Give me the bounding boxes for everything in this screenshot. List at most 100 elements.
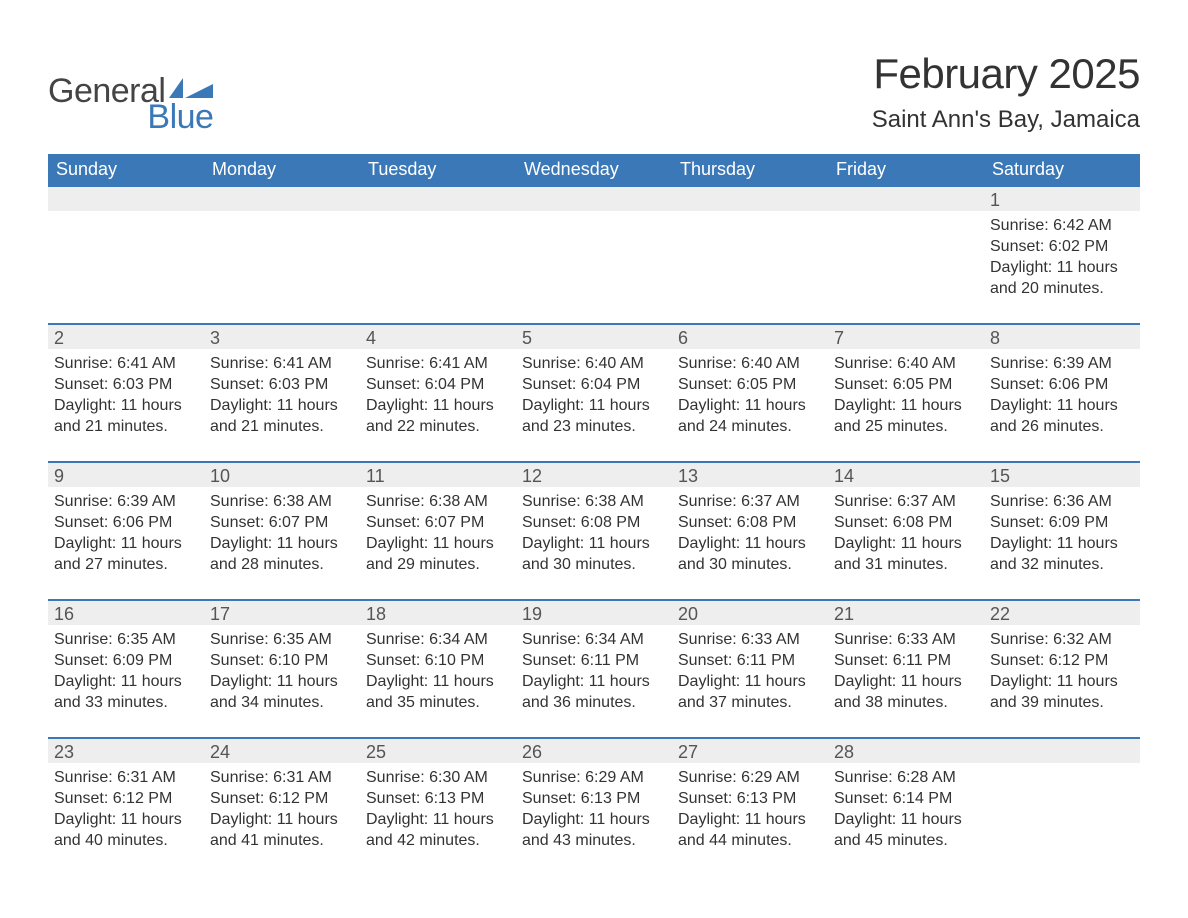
day-data: Sunrise: 6:41 AMSunset: 6:04 PMDaylight:… — [360, 349, 516, 441]
day-number: 7 — [828, 325, 984, 349]
calendar-cell: 11Sunrise: 6:38 AMSunset: 6:07 PMDayligh… — [360, 461, 516, 599]
day-data: Sunrise: 6:33 AMSunset: 6:11 PMDaylight:… — [828, 625, 984, 717]
day-data: Sunrise: 6:31 AMSunset: 6:12 PMDaylight:… — [48, 763, 204, 855]
weekday-header: Sunday — [48, 154, 204, 185]
day-number: 6 — [672, 325, 828, 349]
day-data — [984, 763, 1140, 771]
day-number: 10 — [204, 463, 360, 487]
day-data: Sunrise: 6:41 AMSunset: 6:03 PMDaylight:… — [48, 349, 204, 441]
day-number: 3 — [204, 325, 360, 349]
day-data: Sunrise: 6:37 AMSunset: 6:08 PMDaylight:… — [828, 487, 984, 579]
day-data: Sunrise: 6:38 AMSunset: 6:08 PMDaylight:… — [516, 487, 672, 579]
calendar-cell: 16Sunrise: 6:35 AMSunset: 6:09 PMDayligh… — [48, 599, 204, 737]
calendar-cell: 20Sunrise: 6:33 AMSunset: 6:11 PMDayligh… — [672, 599, 828, 737]
day-data: Sunrise: 6:41 AMSunset: 6:03 PMDaylight:… — [204, 349, 360, 441]
day-data: Sunrise: 6:39 AMSunset: 6:06 PMDaylight:… — [984, 349, 1140, 441]
day-number: 22 — [984, 601, 1140, 625]
month-title: February 2025 — [872, 50, 1140, 98]
calendar-cell — [984, 737, 1140, 875]
day-number: 28 — [828, 739, 984, 763]
calendar-cell: 4Sunrise: 6:41 AMSunset: 6:04 PMDaylight… — [360, 323, 516, 461]
weekday-header-row: Sunday Monday Tuesday Wednesday Thursday… — [48, 154, 1140, 185]
page-header: General Blue February 2025 Saint Ann's B… — [48, 50, 1140, 134]
calendar-cell: 21Sunrise: 6:33 AMSunset: 6:11 PMDayligh… — [828, 599, 984, 737]
day-data — [516, 211, 672, 219]
day-data: Sunrise: 6:42 AMSunset: 6:02 PMDaylight:… — [984, 211, 1140, 303]
day-data — [360, 211, 516, 219]
calendar-cell — [360, 185, 516, 323]
day-number: 15 — [984, 463, 1140, 487]
calendar-cell: 7Sunrise: 6:40 AMSunset: 6:05 PMDaylight… — [828, 323, 984, 461]
calendar-week-row: 9Sunrise: 6:39 AMSunset: 6:06 PMDaylight… — [48, 461, 1140, 599]
day-number: 27 — [672, 739, 828, 763]
calendar-cell: 8Sunrise: 6:39 AMSunset: 6:06 PMDaylight… — [984, 323, 1140, 461]
weekday-header: Wednesday — [516, 154, 672, 185]
day-data: Sunrise: 6:37 AMSunset: 6:08 PMDaylight:… — [672, 487, 828, 579]
calendar-week-row: 1Sunrise: 6:42 AMSunset: 6:02 PMDaylight… — [48, 185, 1140, 323]
day-number: 9 — [48, 463, 204, 487]
calendar-cell: 6Sunrise: 6:40 AMSunset: 6:05 PMDaylight… — [672, 323, 828, 461]
calendar-cell: 1Sunrise: 6:42 AMSunset: 6:02 PMDaylight… — [984, 185, 1140, 323]
day-number: 12 — [516, 463, 672, 487]
day-data — [204, 211, 360, 219]
title-block: February 2025 Saint Ann's Bay, Jamaica — [872, 50, 1140, 134]
calendar-cell: 2Sunrise: 6:41 AMSunset: 6:03 PMDaylight… — [48, 323, 204, 461]
weekday-header: Saturday — [984, 154, 1140, 185]
calendar-cell: 19Sunrise: 6:34 AMSunset: 6:11 PMDayligh… — [516, 599, 672, 737]
calendar-week-row: 16Sunrise: 6:35 AMSunset: 6:09 PMDayligh… — [48, 599, 1140, 737]
day-number: 24 — [204, 739, 360, 763]
calendar-table: Sunday Monday Tuesday Wednesday Thursday… — [48, 154, 1140, 875]
weekday-header: Thursday — [672, 154, 828, 185]
day-number: 26 — [516, 739, 672, 763]
day-data: Sunrise: 6:36 AMSunset: 6:09 PMDaylight:… — [984, 487, 1140, 579]
day-data: Sunrise: 6:32 AMSunset: 6:12 PMDaylight:… — [984, 625, 1140, 717]
day-data: Sunrise: 6:28 AMSunset: 6:14 PMDaylight:… — [828, 763, 984, 855]
day-data — [828, 211, 984, 219]
day-number: 19 — [516, 601, 672, 625]
day-data: Sunrise: 6:35 AMSunset: 6:09 PMDaylight:… — [48, 625, 204, 717]
day-data — [672, 211, 828, 219]
day-number: 16 — [48, 601, 204, 625]
day-data: Sunrise: 6:35 AMSunset: 6:10 PMDaylight:… — [204, 625, 360, 717]
calendar-cell — [828, 185, 984, 323]
location: Saint Ann's Bay, Jamaica — [872, 106, 1140, 134]
logo: General Blue — [48, 74, 213, 134]
day-data: Sunrise: 6:34 AMSunset: 6:10 PMDaylight:… — [360, 625, 516, 717]
day-data: Sunrise: 6:34 AMSunset: 6:11 PMDaylight:… — [516, 625, 672, 717]
calendar-cell: 12Sunrise: 6:38 AMSunset: 6:08 PMDayligh… — [516, 461, 672, 599]
day-number: 1 — [984, 187, 1140, 211]
day-data — [48, 211, 204, 219]
calendar-cell: 26Sunrise: 6:29 AMSunset: 6:13 PMDayligh… — [516, 737, 672, 875]
day-data: Sunrise: 6:39 AMSunset: 6:06 PMDaylight:… — [48, 487, 204, 579]
logo-text-blue: Blue — [48, 100, 213, 134]
day-number: 2 — [48, 325, 204, 349]
day-number: 14 — [828, 463, 984, 487]
calendar-page: General Blue February 2025 Saint Ann's B… — [0, 0, 1188, 915]
day-number: 13 — [672, 463, 828, 487]
day-data: Sunrise: 6:29 AMSunset: 6:13 PMDaylight:… — [672, 763, 828, 855]
day-number: 5 — [516, 325, 672, 349]
calendar-cell — [48, 185, 204, 323]
calendar-cell: 5Sunrise: 6:40 AMSunset: 6:04 PMDaylight… — [516, 323, 672, 461]
calendar-week-row: 2Sunrise: 6:41 AMSunset: 6:03 PMDaylight… — [48, 323, 1140, 461]
day-data: Sunrise: 6:29 AMSunset: 6:13 PMDaylight:… — [516, 763, 672, 855]
weekday-header: Monday — [204, 154, 360, 185]
calendar-cell: 27Sunrise: 6:29 AMSunset: 6:13 PMDayligh… — [672, 737, 828, 875]
calendar-cell: 25Sunrise: 6:30 AMSunset: 6:13 PMDayligh… — [360, 737, 516, 875]
calendar-cell: 24Sunrise: 6:31 AMSunset: 6:12 PMDayligh… — [204, 737, 360, 875]
day-number: 18 — [360, 601, 516, 625]
calendar-cell: 10Sunrise: 6:38 AMSunset: 6:07 PMDayligh… — [204, 461, 360, 599]
day-data: Sunrise: 6:40 AMSunset: 6:04 PMDaylight:… — [516, 349, 672, 441]
calendar-cell: 14Sunrise: 6:37 AMSunset: 6:08 PMDayligh… — [828, 461, 984, 599]
calendar-cell: 3Sunrise: 6:41 AMSunset: 6:03 PMDaylight… — [204, 323, 360, 461]
calendar-cell: 9Sunrise: 6:39 AMSunset: 6:06 PMDaylight… — [48, 461, 204, 599]
calendar-cell: 23Sunrise: 6:31 AMSunset: 6:12 PMDayligh… — [48, 737, 204, 875]
day-number: 21 — [828, 601, 984, 625]
calendar-cell — [516, 185, 672, 323]
day-number: 20 — [672, 601, 828, 625]
calendar-cell: 15Sunrise: 6:36 AMSunset: 6:09 PMDayligh… — [984, 461, 1140, 599]
day-number: 11 — [360, 463, 516, 487]
weekday-header: Friday — [828, 154, 984, 185]
day-data: Sunrise: 6:40 AMSunset: 6:05 PMDaylight:… — [828, 349, 984, 441]
day-data: Sunrise: 6:30 AMSunset: 6:13 PMDaylight:… — [360, 763, 516, 855]
